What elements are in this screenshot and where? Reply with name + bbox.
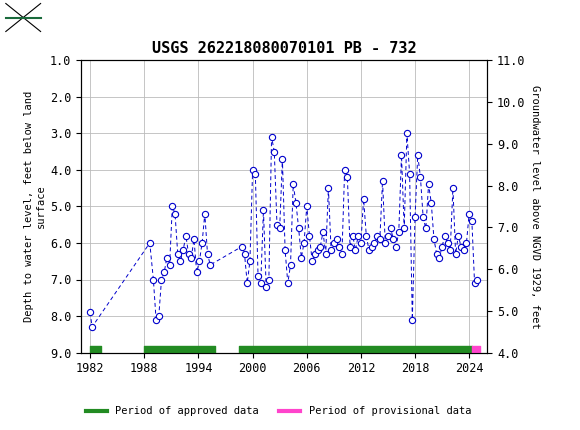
Y-axis label: Groundwater level above NGVD 1929, feet: Groundwater level above NGVD 1929, feet xyxy=(530,85,539,328)
Y-axis label: Depth to water level, feet below land
surface: Depth to water level, feet below land su… xyxy=(24,91,46,322)
Title: USGS 262218080070101 PB - 732: USGS 262218080070101 PB - 732 xyxy=(152,41,416,56)
Legend: Period of approved data, Period of provisional data: Period of approved data, Period of provi… xyxy=(82,402,475,421)
FancyBboxPatch shape xyxy=(6,3,41,31)
Text: USGS: USGS xyxy=(52,10,95,25)
